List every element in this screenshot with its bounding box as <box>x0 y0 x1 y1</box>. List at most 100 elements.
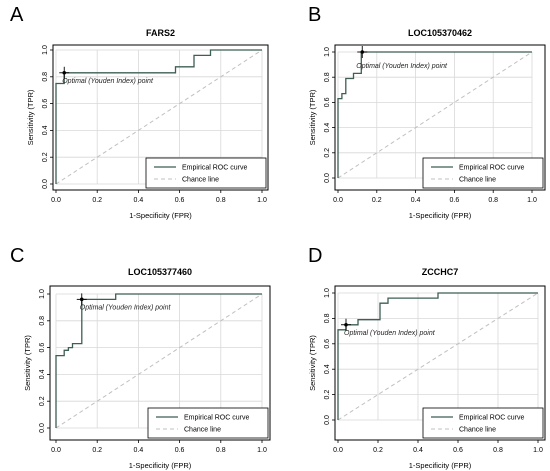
panel-d-ytick-label-1: 0.2 <box>324 390 331 400</box>
panel-a-legend-roc-label: Empirical ROC curve <box>182 165 247 172</box>
panel-c-roc-curve <box>55 293 262 428</box>
panel-c-ylabel: Sensitivity (TPR) <box>23 335 32 391</box>
panel-a-ytick-label-3: 0.6 <box>42 99 49 109</box>
panel-b-ytick-label-1: 0.2 <box>324 148 331 158</box>
panel-d-legend-chance-label: Chance line <box>459 427 496 434</box>
panel-d-ytick-label-0: 0.0 <box>324 415 331 425</box>
panel-c-legend <box>147 407 269 439</box>
panel-b-optimal-label: Optimal (Youden Index) point <box>356 63 448 70</box>
panel-c-ytick-label-0: 0.0 <box>39 423 46 433</box>
panel-b-xtick-label-3: 0.6 <box>450 197 460 204</box>
panel-b-legend-chance-label: Chance line <box>459 177 496 184</box>
panel-b-ytick-label-4: 0.8 <box>324 72 331 82</box>
panel-a-xtick-label-2: 0.4 <box>134 197 144 204</box>
panel-b-xtick-label-2: 0.4 <box>411 197 421 204</box>
panel-b-xtick-label-5: 1.0 <box>527 197 537 204</box>
panel-a-xtick-label-3: 0.6 <box>175 197 185 204</box>
panel-d-legend-roc-label: Empirical ROC curve <box>459 415 524 422</box>
panel-d-ytick-label-4: 0.8 <box>324 313 331 323</box>
panel-b-xlabel: 1-Specificity (FPR) <box>409 211 472 220</box>
panel-c-ytick-label-3: 0.6 <box>39 343 46 353</box>
panel-b-ytick-label-5: 1.0 <box>324 47 331 57</box>
panel-d-xtick-label-0: 0.0 <box>333 447 343 454</box>
panel-b-ytick-label-0: 0.0 <box>324 173 331 183</box>
panel-d-xtick-label-4: 0.8 <box>493 447 503 454</box>
panel-c-chance-line <box>55 293 263 429</box>
panel-a-xtick-label-5: 1.0 <box>257 197 267 204</box>
panel-d-xtick-label-5: 1.0 <box>533 447 543 454</box>
panel-c-title: LOC105377460 <box>128 267 192 277</box>
panel-a-legend <box>145 157 267 189</box>
panel-d-ylabel: Sensitivity (TPR) <box>308 335 317 391</box>
panel-d-xlabel: 1-Specificity (FPR) <box>409 461 472 470</box>
panel-b-ylabel: Sensitivity (TPR) <box>308 89 317 145</box>
panel-a-ytick-label-0: 0.0 <box>42 179 49 189</box>
panel-d-xtick-label-3: 0.6 <box>453 447 463 454</box>
panel-c-xtick-label-4: 0.8 <box>216 447 226 454</box>
panel-a-xtick-label-4: 0.8 <box>216 197 226 204</box>
panel-d: D ZCCHC7 Optimal (Youden Index) point 0.0 0.… <box>308 245 546 470</box>
panel-a-ytick-label-5: 1.0 <box>42 45 49 55</box>
panel-b: B LOC105370462 Optimal (Youden Index) poin… <box>308 4 546 220</box>
panel-a-ylabel: Sensitivity (TPR) <box>26 89 35 145</box>
panel-d-optimal-point <box>344 322 348 327</box>
panel-d-title: ZCCHC7 <box>422 267 459 277</box>
panel-b-roc-curve <box>337 51 532 178</box>
panel-a-title: FARS2 <box>146 28 175 38</box>
panel-d-ytick-label-2: 0.4 <box>324 364 331 374</box>
panel-c-xlabel: 1-Specificity (FPR) <box>129 461 192 470</box>
panel-d-plot-frame <box>334 285 546 441</box>
panel-d-ytick-label-3: 0.6 <box>324 339 331 349</box>
panel-b-xtick-label-4: 0.8 <box>488 197 498 204</box>
panel-c: C LOC105377460 Optimal (Youden Index) poin… <box>10 245 271 470</box>
panel-a-optimal-point <box>62 70 67 75</box>
panel-a-ytick-label-2: 0.4 <box>42 125 49 135</box>
panel-a-letter: A <box>10 4 24 26</box>
panel-c-legend-chance-label: Chance line <box>184 427 221 434</box>
panel-a: A FARS2 Optimal (Youden Index) point 0.0 0.2… <box>10 4 269 220</box>
panel-b-optimal-point <box>360 50 365 54</box>
panel-b-chance-line <box>337 51 533 179</box>
panel-d-xtick-label-2: 0.4 <box>413 447 423 454</box>
panel-c-xtick-label-2: 0.4 <box>134 447 144 454</box>
panel-b-xtick-label-1: 0.2 <box>372 197 382 204</box>
panel-a-xtick-label-0: 0.0 <box>51 197 61 204</box>
panel-d-optimal-label: Optimal (Youden Index) point <box>344 330 436 337</box>
panel-a-roc-curve <box>55 49 262 184</box>
panel-c-optimal-label: Optimal (Youden Index) point <box>80 304 172 311</box>
panel-b-ytick-label-3: 0.6 <box>324 97 331 107</box>
panel-c-ytick-label-4: 0.8 <box>39 316 46 326</box>
panel-c-xtick-label-3: 0.6 <box>175 447 185 454</box>
panel-c-ytick-label-2: 0.4 <box>39 369 46 379</box>
panel-a-xlabel: 1-Specificity (FPR) <box>129 211 192 220</box>
panel-c-plot-frame <box>49 285 271 441</box>
panel-b-legend-roc-label: Empirical ROC curve <box>459 165 524 172</box>
panel-c-ytick-label-1: 0.2 <box>39 396 46 406</box>
panel-d-chance-line <box>337 292 539 421</box>
panel-a-optimal-label: Optimal (Youden Index) point <box>62 78 154 85</box>
panel-c-xtick-label-1: 0.2 <box>92 447 102 454</box>
panel-a-ytick-label-4: 0.8 <box>42 72 49 82</box>
panel-c-xtick-label-0: 0.0 <box>51 447 61 454</box>
panel-b-plot-frame <box>334 44 546 191</box>
panel-c-optimal-point <box>79 297 84 302</box>
panel-d-letter: D <box>308 245 322 267</box>
panel-b-letter: B <box>308 4 321 26</box>
panel-b-title: LOC105370462 <box>408 28 472 38</box>
panel-b-legend <box>422 157 544 189</box>
panel-a-plot-frame <box>52 44 269 191</box>
panel-d-xtick-label-1: 0.2 <box>373 447 383 454</box>
panel-c-letter: C <box>10 245 24 267</box>
panel-a-xtick-label-1: 0.2 <box>92 197 102 204</box>
panel-c-xtick-label-5: 1.0 <box>257 447 267 454</box>
panel-a-chance-line <box>55 49 263 185</box>
panel-c-legend-roc-label: Empirical ROC curve <box>184 415 249 422</box>
panel-a-ytick-label-1: 0.2 <box>42 152 49 162</box>
panel-b-ytick-label-2: 0.4 <box>324 123 331 133</box>
panel-d-legend <box>422 407 544 439</box>
panel-c-ytick-label-5: 1.0 <box>39 289 46 299</box>
panel-a-legend-chance-label: Chance line <box>182 177 219 184</box>
panel-b-xtick-label-0: 0.0 <box>333 197 343 204</box>
panel-d-ytick-label-5: 1.0 <box>324 288 331 298</box>
